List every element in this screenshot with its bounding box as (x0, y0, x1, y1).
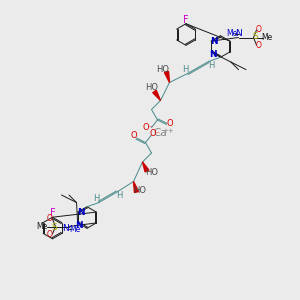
Text: H: H (93, 194, 100, 203)
Polygon shape (153, 90, 160, 100)
Text: H: H (182, 65, 188, 74)
Text: N: N (210, 37, 218, 46)
Polygon shape (142, 162, 149, 172)
Text: N: N (62, 224, 69, 233)
Text: HO: HO (134, 186, 147, 195)
Text: ++: ++ (162, 128, 174, 134)
Text: H: H (116, 191, 123, 200)
Text: Ca: Ca (154, 128, 167, 138)
Polygon shape (164, 71, 169, 82)
Text: O: O (256, 40, 262, 50)
Text: F: F (183, 15, 189, 25)
Text: O⁻: O⁻ (150, 129, 160, 138)
Text: Me: Me (226, 29, 238, 38)
Text: H: H (208, 61, 215, 70)
Text: O: O (256, 26, 262, 34)
Text: S: S (51, 223, 57, 232)
Text: Me: Me (36, 222, 48, 231)
Text: O: O (130, 131, 137, 140)
Text: N: N (235, 29, 242, 38)
Text: S: S (252, 32, 258, 41)
Text: Me: Me (261, 33, 273, 42)
Polygon shape (134, 182, 139, 193)
Text: N: N (77, 208, 85, 217)
Text: O: O (46, 230, 52, 239)
Text: N: N (75, 221, 83, 230)
Text: HO: HO (145, 168, 158, 177)
Text: HO: HO (156, 64, 170, 74)
Text: F: F (50, 208, 55, 218)
Text: O⁻: O⁻ (142, 123, 153, 132)
Text: Me: Me (69, 225, 80, 234)
Text: N: N (209, 50, 217, 59)
Text: O: O (46, 214, 52, 223)
Text: O: O (166, 118, 173, 127)
Text: HO: HO (145, 83, 158, 92)
